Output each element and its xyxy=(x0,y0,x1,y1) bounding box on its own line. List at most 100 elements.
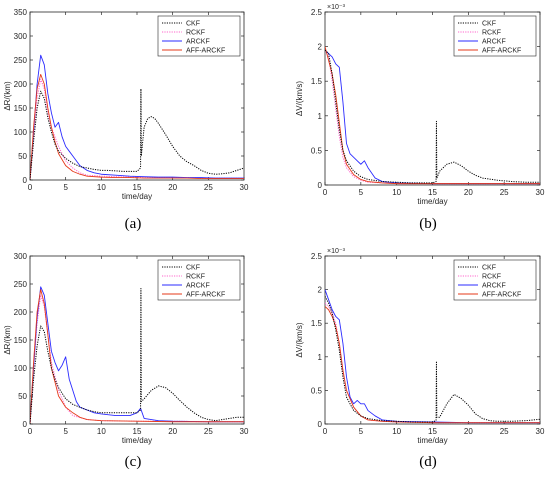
series-line-rckf xyxy=(30,294,244,424)
x-tick-label: 20 xyxy=(168,183,177,192)
y-tick-label: 250 xyxy=(14,280,28,289)
y-exponent-label: ×10⁻³ xyxy=(327,4,346,11)
legend-label-arckf: ARCKF xyxy=(482,39,506,46)
x-tick-label: 25 xyxy=(500,427,509,436)
series-line-rckf xyxy=(30,78,244,180)
y-tick-label: 100 xyxy=(14,364,28,373)
y-tick-label: 2 xyxy=(318,286,323,295)
y-tick-label: 0 xyxy=(318,181,323,190)
legend-label-ckf: CKF xyxy=(186,21,200,28)
legend-label-rckf: RCKF xyxy=(482,30,501,37)
series-line-rckf xyxy=(325,49,540,185)
y-tick-label: 150 xyxy=(14,104,28,113)
y-tick-label: 2.5 xyxy=(311,252,323,261)
y-tick-label: 150 xyxy=(14,336,28,345)
x-tick-label: 15 xyxy=(428,188,437,197)
x-tick-label: 5 xyxy=(63,427,68,436)
x-tick-label: 20 xyxy=(464,188,473,197)
legend-label-ckf: CKF xyxy=(186,265,200,272)
x-tick-label: 30 xyxy=(536,188,545,197)
series-line-ckf xyxy=(325,296,540,423)
y-tick-label: 1.5 xyxy=(311,77,323,86)
x-tick-label: 30 xyxy=(240,183,249,192)
panel-label: (b) xyxy=(419,216,437,232)
y-tick-label: 0.5 xyxy=(311,146,323,155)
y-tick-label: 100 xyxy=(14,128,28,137)
legend-label-arckf: ARCKF xyxy=(186,283,210,290)
y-tick-label: 350 xyxy=(14,8,28,17)
x-axis-label: time/day xyxy=(122,192,152,201)
x-tick-label: 30 xyxy=(240,427,249,436)
series-line-arckf xyxy=(30,54,244,180)
y-tick-label: 200 xyxy=(14,80,28,89)
y-tick-label: 1 xyxy=(318,353,323,362)
y-tick-label: 200 xyxy=(14,308,28,317)
legend-label-arckf: ARCKF xyxy=(186,39,210,46)
x-axis-label: time/day xyxy=(417,197,447,206)
y-tick-label: 300 xyxy=(14,252,28,261)
x-tick-label: 25 xyxy=(204,183,213,192)
y-tick-label: 1 xyxy=(318,112,323,121)
x-tick-label: 15 xyxy=(428,427,437,436)
x-tick-label: 10 xyxy=(392,427,401,436)
x-axis-label: time/day xyxy=(417,436,447,445)
y-tick-label: 50 xyxy=(18,392,27,401)
x-tick-label: 15 xyxy=(133,427,142,436)
panel-label: (d) xyxy=(419,454,437,470)
x-tick-label: 5 xyxy=(63,183,68,192)
chart-d: 0 5 10 15 20 25 30 0 0.5 1 1.5 2 2.5 ×10⁻³ time/day ΔV/… xyxy=(295,248,545,470)
legend-label-aff-arckf: AFF-ARCKF xyxy=(482,292,521,299)
legend-label-rckf: RCKF xyxy=(482,274,501,281)
panel-label: (c) xyxy=(125,454,142,470)
y-axis-label: ΔR/(km) xyxy=(3,81,12,111)
series-line-ckf xyxy=(30,287,244,424)
y-axis-label: ΔV/(km/s) xyxy=(295,81,304,116)
x-tick-label: 25 xyxy=(500,188,509,197)
series-line-arckf xyxy=(30,286,244,424)
y-exponent-label: ×10⁻³ xyxy=(327,248,346,255)
legend: CKF RCKF ARCKF AFF-ARCKF xyxy=(453,259,537,301)
legend-label-rckf: RCKF xyxy=(186,30,205,37)
x-tick-label: 5 xyxy=(359,188,364,197)
legend-label-rckf: RCKF xyxy=(186,274,205,281)
legend-label-ckf: CKF xyxy=(482,265,496,272)
series-line-aff-arckf xyxy=(30,73,244,180)
legend-label-aff-arckf: AFF-ARCKF xyxy=(186,292,225,299)
legend-label-aff-arckf: AFF-ARCKF xyxy=(482,48,521,55)
x-tick-label: 25 xyxy=(204,427,213,436)
x-tick-label: 10 xyxy=(97,183,106,192)
x-tick-label: 5 xyxy=(359,427,364,436)
y-tick-label: 2.5 xyxy=(311,8,323,17)
x-tick-label: 30 xyxy=(536,427,545,436)
y-tick-label: 2 xyxy=(318,43,323,52)
series-line-arckf xyxy=(325,289,540,424)
legend: CKF RCKF ARCKF AFF-ARCKF xyxy=(157,15,241,57)
legend: CKF RCKF ARCKF AFF-ARCKF xyxy=(453,15,537,57)
chart-c: 0 5 10 15 20 25 30050100150200250300time/dayΔR… xyxy=(3,252,249,470)
legend-label-ckf: CKF xyxy=(482,21,496,28)
y-tick-label: 0.5 xyxy=(311,386,323,395)
x-tick-label: 15 xyxy=(133,183,142,192)
x-axis-label: time/day xyxy=(122,436,152,445)
x-tick-label: 0 xyxy=(28,183,33,192)
x-tick-label: 20 xyxy=(464,427,473,436)
legend: CKF RCKF ARCKF AFF-ARCKF xyxy=(157,259,241,301)
y-tick-label: 50 xyxy=(18,152,27,161)
y-axis-label: ΔR/(km) xyxy=(3,325,12,355)
y-tick-label: 250 xyxy=(14,56,28,65)
panel-label: (a) xyxy=(125,216,142,232)
x-tick-label: 0 xyxy=(28,427,33,436)
x-tick-label: 10 xyxy=(97,427,106,436)
chart-b: 0 5 10 15 20 25 30 0 0.5 1 1.5 2 2.5 ×10⁻³ time/day ΔV/… xyxy=(295,4,545,232)
y-tick-label: 0 xyxy=(318,420,323,429)
y-axis-label: ΔV/(km/s) xyxy=(295,322,304,357)
y-tick-label: 0 xyxy=(23,420,28,429)
x-tick-label: 0 xyxy=(323,188,328,197)
series-line-aff-arckf xyxy=(30,289,244,424)
legend-label-aff-arckf: AFF-ARCKF xyxy=(186,48,225,55)
y-tick-label: 0 xyxy=(23,176,28,185)
y-tick-label: 1.5 xyxy=(311,319,323,328)
x-tick-label: 20 xyxy=(168,427,177,436)
